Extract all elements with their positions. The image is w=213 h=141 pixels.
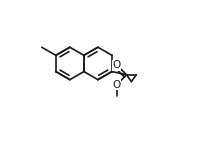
Text: O: O xyxy=(113,60,121,70)
Text: O: O xyxy=(113,80,121,90)
